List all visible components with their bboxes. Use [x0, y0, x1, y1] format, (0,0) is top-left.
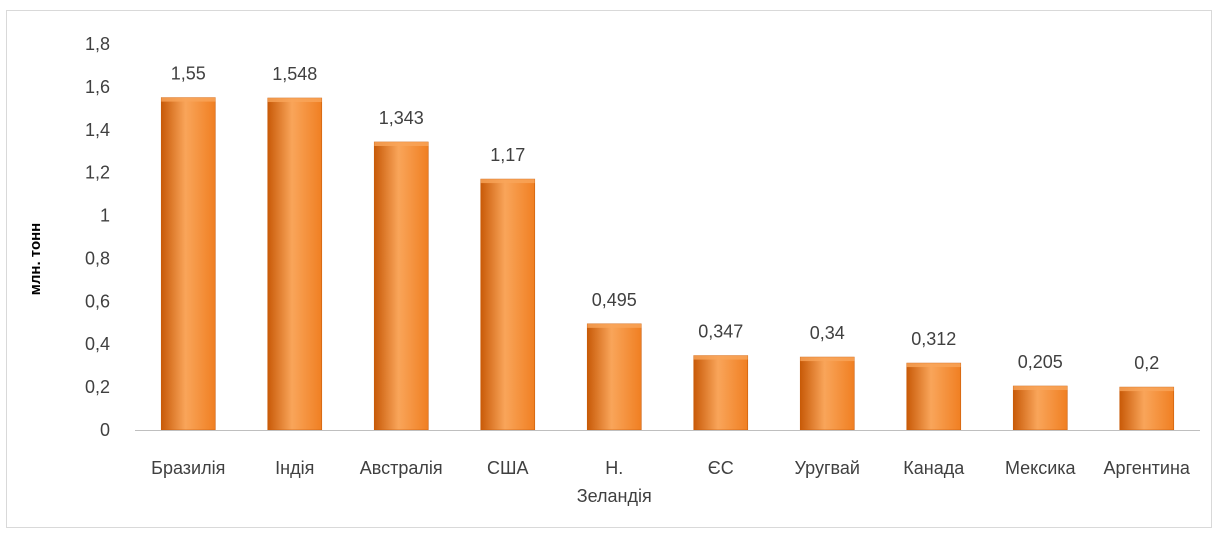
y-tick-label: 0,8 [85, 248, 110, 268]
y-tick-label: 1,4 [85, 120, 110, 140]
y-tick-label: 0,6 [85, 291, 110, 311]
data-label: 0,34 [810, 323, 845, 343]
y-tick-label: 1,6 [85, 77, 110, 97]
x-tick-label: Канада [903, 458, 965, 478]
bars [160, 97, 1175, 431]
data-label: 0,495 [592, 290, 637, 310]
bar [1012, 385, 1068, 431]
y-tick-label: 1 [100, 206, 110, 226]
x-tick-label: ЄС [708, 458, 734, 478]
bar-highlight [1119, 387, 1174, 392]
y-tick-label: 0,2 [85, 377, 110, 397]
y-tick-label: 1,2 [85, 163, 110, 183]
bar-highlight [800, 357, 855, 362]
x-tick-label: Уругвай [795, 458, 860, 478]
bar [1119, 386, 1175, 431]
y-axis-ticks: 0 0,2 0,4 0,6 0,8 1 1,2 1,4 1,6 1,8 [85, 34, 110, 440]
data-label: 1,343 [379, 108, 424, 128]
data-labels: 1,55 1,548 1,343 1,17 0,495 0,347 0,34 0,312 0,2… [171, 64, 1160, 374]
data-label: 0,205 [1018, 352, 1063, 372]
bar-highlight [1013, 386, 1068, 391]
data-label: 0,347 [698, 322, 743, 342]
y-tick-label: 0,4 [85, 334, 110, 354]
bar-highlight [480, 179, 535, 184]
bar-highlight [267, 98, 322, 103]
bar [906, 362, 962, 431]
x-tick-label: Індія [275, 458, 314, 478]
bar [799, 356, 855, 431]
y-tick-label: 1,8 [85, 34, 110, 54]
x-tick-label: Мексика [1005, 458, 1077, 478]
x-tick-label: Аргентина [1104, 458, 1191, 478]
x-tick-label: Австралія [360, 458, 443, 478]
y-tick-label: 0 [100, 420, 110, 440]
data-label: 1,55 [171, 64, 206, 84]
x-axis: Бразилія Індія Австралія США Н. Зеландія ЄС Уру… [135, 430, 1200, 506]
bar-highlight [374, 142, 429, 147]
bar [586, 323, 642, 431]
y-axis-title: млн. тонн [27, 223, 44, 295]
data-label: 0,312 [911, 329, 956, 349]
x-tick-label: Н. Зеландія [577, 458, 652, 506]
data-label: 1,17 [490, 145, 525, 165]
bar [373, 141, 429, 431]
bar-highlight [161, 97, 216, 102]
bar [267, 97, 323, 431]
data-label: 1,548 [272, 64, 317, 84]
bar-highlight [587, 323, 642, 328]
bar [480, 178, 536, 431]
bar-highlight [693, 355, 748, 360]
x-tick-label: Бразилія [151, 458, 225, 478]
bar [160, 97, 216, 431]
bar [693, 355, 749, 431]
bar-highlight [906, 363, 961, 368]
data-label: 0,2 [1134, 353, 1159, 373]
x-tick-label: США [487, 458, 529, 478]
